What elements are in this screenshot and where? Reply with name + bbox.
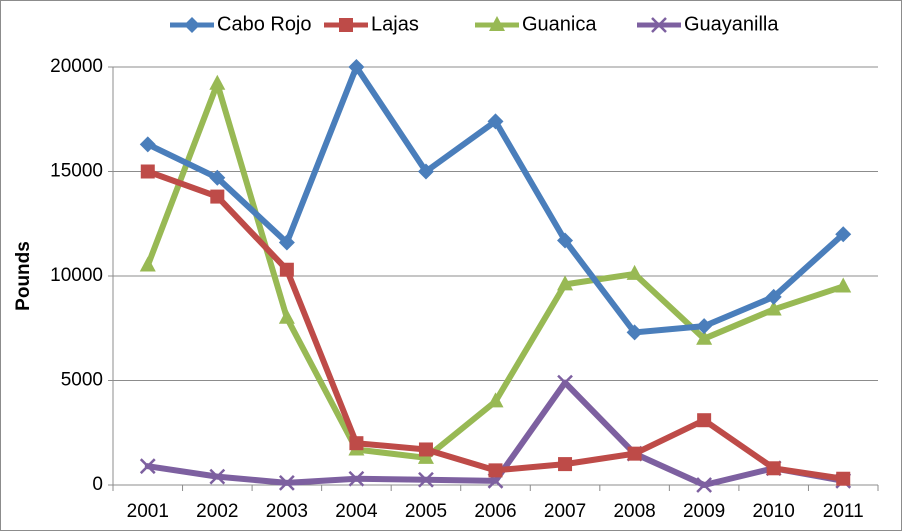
legend-label: Cabo Rojo [217, 13, 312, 35]
data-point [626, 324, 643, 341]
data-point [348, 470, 365, 487]
y-tick-labels: 0 5000 10000 15000 20000 [50, 56, 103, 495]
data-point [627, 446, 642, 461]
axes [108, 66, 879, 491]
legend-item: Guayanilla [637, 13, 779, 35]
legend: Cabo Rojo Lajas Guanica Guayanilla [170, 13, 779, 35]
x-tick-label: 2009 [683, 501, 725, 522]
data-point [278, 234, 295, 251]
x-tick-labels: 2001 2002 2003 2004 2005 2006 2007 2008 2009 2010… [127, 501, 864, 522]
series-guanica [139, 74, 852, 464]
legend-label: Guayanilla [684, 13, 779, 35]
data-point [210, 189, 225, 204]
x-tick-label: 2007 [544, 501, 586, 522]
data-point [765, 288, 782, 305]
x-tick-label: 2008 [613, 501, 655, 522]
series-group [139, 59, 852, 493]
y-axis-label: Pounds [13, 241, 34, 311]
data-point [209, 169, 226, 186]
data-point [836, 471, 851, 486]
data-point [139, 256, 156, 272]
data-point [278, 475, 295, 491]
data-point [558, 457, 573, 472]
data-point [140, 164, 155, 179]
x-tick-label: 2001 [127, 501, 169, 522]
data-point [765, 300, 782, 316]
legend-marker [339, 18, 353, 32]
data-point [209, 468, 226, 485]
data-point [696, 329, 713, 345]
data-point [487, 113, 504, 130]
data-point [139, 458, 156, 475]
data-point [348, 59, 365, 75]
legend-item: Cabo Rojo [170, 13, 312, 35]
data-point [835, 277, 852, 293]
y-tick-label: 10000 [50, 265, 103, 286]
legend-marker [651, 17, 667, 33]
data-point [626, 264, 643, 280]
data-point [487, 392, 504, 408]
legend-marker [489, 16, 505, 31]
x-tick-label: 2010 [753, 501, 795, 522]
x-tick-label: 2004 [335, 501, 378, 522]
data-point [278, 308, 295, 324]
data-point [418, 442, 433, 457]
data-point [417, 163, 434, 180]
series-cabo-rojo [139, 59, 852, 341]
y-tick-label: 5000 [61, 370, 103, 391]
data-point [349, 436, 364, 451]
data-point [557, 374, 573, 391]
data-point [696, 318, 713, 335]
x-tick-label: 2003 [266, 501, 308, 522]
legend-label: Lajas [371, 13, 419, 35]
data-point [697, 413, 712, 428]
data-point [209, 74, 226, 90]
data-point [557, 275, 574, 291]
data-point [418, 471, 434, 488]
x-tick-label: 2011 [823, 501, 864, 522]
data-point [139, 136, 156, 153]
data-point [557, 232, 574, 249]
x-tick-label: 2006 [474, 501, 516, 522]
legend-item: Guanica [475, 13, 597, 35]
data-point [488, 463, 503, 478]
data-point [696, 477, 713, 493]
data-point [766, 461, 781, 476]
y-tick-label: 15000 [50, 161, 103, 182]
y-tick-label: 20000 [50, 56, 103, 77]
data-point [279, 262, 294, 277]
legend-label: Guanica [522, 13, 597, 35]
y-tick-label: 0 [92, 474, 103, 495]
legend-marker [184, 17, 200, 33]
x-tick-label: 2005 [405, 501, 447, 522]
data-point [835, 226, 852, 243]
legend-item: Lajas [324, 13, 419, 35]
x-tick-label: 2002 [196, 501, 238, 522]
series-lajas [140, 164, 851, 486]
